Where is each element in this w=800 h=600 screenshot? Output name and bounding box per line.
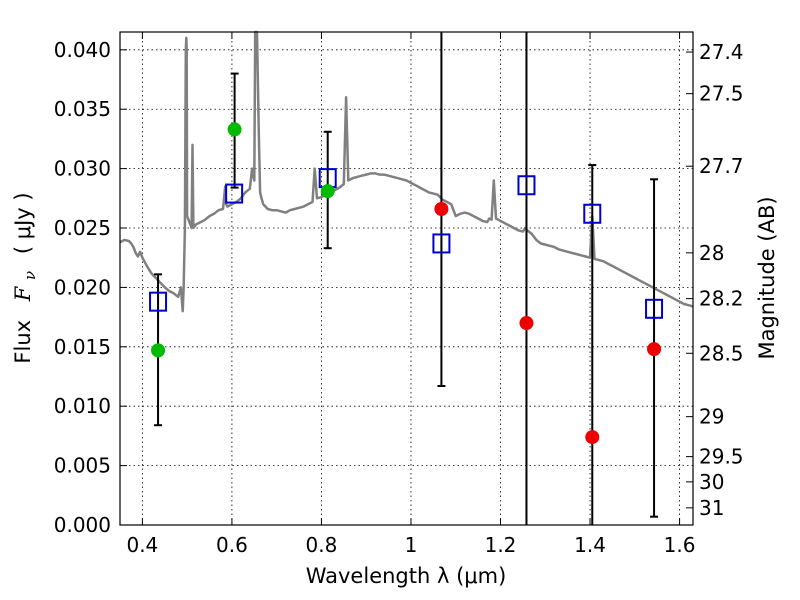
- y-axis-label-main: Flux: [11, 320, 35, 364]
- mag-tick-label: 27.5: [699, 82, 744, 106]
- upper-limit-point: [434, 202, 449, 217]
- y-tick-label: 0.040: [54, 38, 111, 62]
- grid-lines: [120, 32, 693, 526]
- x-tick-label: 0.4: [126, 533, 158, 557]
- model-photometry-square: [149, 291, 168, 312]
- upper-limit-point: [519, 316, 534, 331]
- error-bars-layer: [154, 32, 659, 525]
- x-tick-label: 1: [405, 533, 418, 557]
- y-tick-label: 0.035: [54, 97, 111, 121]
- y-tick-label: 0.015: [54, 335, 111, 359]
- model-sed-line: [119, 30, 694, 313]
- x-tick-label: 1.6: [664, 533, 696, 557]
- upper-limit-point: [647, 342, 662, 357]
- detection-point: [151, 343, 166, 358]
- y-axis-label: Flux F ν ( μJy ): [11, 192, 40, 363]
- mag-tick-label: 28: [699, 241, 724, 265]
- y-tick-label: 0.020: [54, 275, 111, 299]
- x-axis-label: Wavelength λ (μm): [306, 564, 507, 588]
- y-axis-label-subscript: ν: [21, 271, 39, 280]
- y-tick-label: 0.000: [54, 513, 111, 537]
- upper-limit-point: [585, 430, 600, 445]
- right-axis-label: Magnitude (AB): [755, 196, 779, 359]
- mag-tick-label: 31: [699, 496, 724, 520]
- mag-tick-label: 28.2: [699, 287, 744, 311]
- x-tick-label: 0.8: [306, 533, 338, 557]
- model-photometry-square: [583, 203, 602, 224]
- y-tick-label: 0.030: [54, 157, 111, 181]
- detection-point: [227, 122, 242, 137]
- markers-layer: [149, 122, 664, 445]
- y-tick-label: 0.005: [54, 454, 111, 478]
- x-tick-label: 0.6: [216, 533, 248, 557]
- axis-ticks: 0.4 0.6 0.8 1 1.2 1.4 1.6 0.000 0.005 0.010 0.015 0…: [54, 32, 744, 557]
- model-photometry-square: [432, 233, 451, 254]
- mag-tick-label: 27.4: [699, 40, 744, 64]
- model-photometry-square: [517, 175, 536, 196]
- y-axis-label-unit: ( μJy ): [11, 192, 35, 254]
- mag-tick-label: 27.7: [699, 154, 744, 178]
- mag-tick-label: 29: [699, 405, 724, 429]
- y-tick-label: 0.025: [54, 216, 111, 240]
- x-tick-label: 1.2: [485, 533, 517, 557]
- y-axis-label-symbol: F: [11, 285, 35, 302]
- plot-frame: [119, 31, 694, 526]
- model-photometry-square: [225, 183, 244, 204]
- mag-tick-label: 29.5: [699, 445, 744, 469]
- y-tick-label: 0.010: [54, 394, 111, 418]
- mag-tick-label: 28.5: [699, 341, 744, 365]
- mag-tick-label: 30: [699, 470, 724, 494]
- detection-point: [320, 184, 335, 199]
- x-tick-label: 1.4: [574, 533, 606, 557]
- model-sed-layer: [119, 30, 694, 313]
- model-photometry-square: [645, 298, 664, 319]
